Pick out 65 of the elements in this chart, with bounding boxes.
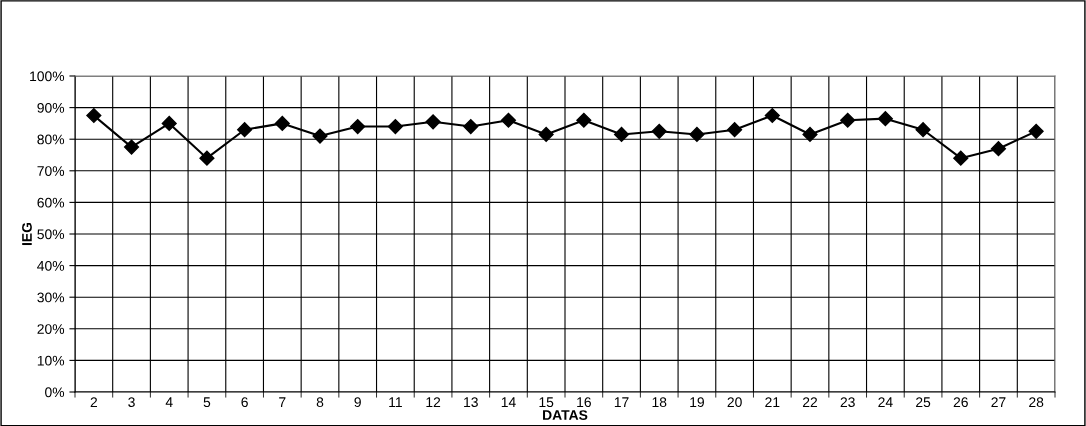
point	[840, 112, 856, 128]
point	[161, 115, 177, 131]
point	[123, 139, 140, 155]
y-tick-label: 90%	[37, 102, 65, 113]
x-tick-label: 2	[90, 397, 98, 407]
x-tick-label: 11	[389, 397, 402, 407]
x-tick-label: 3	[128, 397, 135, 408]
point	[877, 111, 893, 127]
x-tick-label: 15	[539, 397, 554, 408]
x-tick-label: 26	[953, 397, 968, 408]
x-tick-label: 9	[354, 397, 361, 408]
point	[500, 112, 517, 128]
point	[802, 126, 818, 143]
point	[915, 122, 931, 138]
point	[613, 126, 630, 143]
y-tick-label: 40%	[37, 260, 65, 271]
x-tick-label: 27	[991, 397, 1006, 407]
x-tick-label: 24	[878, 397, 893, 407]
point	[425, 114, 441, 130]
x-axis-title: DATAS	[543, 410, 588, 421]
x-tick-label: 13	[464, 397, 478, 408]
y-tick-label: 20%	[37, 324, 65, 334]
point	[727, 122, 743, 138]
x-tick-label: 6	[241, 397, 248, 408]
x-tick-label: 5	[203, 397, 211, 408]
y-tick-label: 100%	[30, 71, 65, 82]
x-tick-label: 18	[652, 397, 667, 408]
x-tick-label: 4	[165, 397, 173, 407]
x-tick-label: 8	[316, 397, 324, 408]
y-tick-label: 30%	[37, 292, 65, 303]
point	[689, 126, 705, 143]
point	[86, 107, 102, 124]
point	[463, 118, 479, 135]
point	[651, 123, 667, 139]
y-tick-label: 50%	[37, 229, 65, 240]
point	[764, 107, 780, 124]
y-tick-label: 10%	[37, 355, 65, 366]
y-tick-label: 60%	[37, 197, 65, 208]
x-tick-label: 17	[614, 397, 629, 407]
x-tick-label: 7	[279, 397, 286, 407]
point	[274, 115, 290, 131]
y-tick-label: 80%	[37, 134, 65, 145]
point	[387, 118, 403, 135]
point	[237, 122, 253, 138]
point	[576, 112, 592, 128]
x-tick-label: 28	[1029, 397, 1044, 408]
x-tick-label: 23	[840, 397, 855, 408]
y-tick-label: 70%	[37, 166, 65, 176]
point	[953, 150, 969, 166]
point	[538, 126, 554, 143]
x-tick-label: 20	[727, 397, 742, 408]
point	[990, 141, 1007, 157]
point	[350, 118, 366, 135]
x-tick-label: 16	[577, 397, 591, 408]
x-tick-label: 19	[690, 397, 704, 408]
x-tick-label: 21	[765, 397, 780, 407]
y-tick-label: 0%	[45, 387, 65, 398]
x-tick-label: 25	[916, 397, 931, 408]
x-tick-label: 12	[426, 397, 441, 407]
x-tick-label: 14	[501, 397, 516, 407]
x-tick-label: 22	[802, 397, 818, 407]
point	[1028, 123, 1044, 139]
y-axis-title: IEG	[22, 222, 32, 246]
point	[312, 128, 328, 144]
point	[199, 150, 215, 166]
